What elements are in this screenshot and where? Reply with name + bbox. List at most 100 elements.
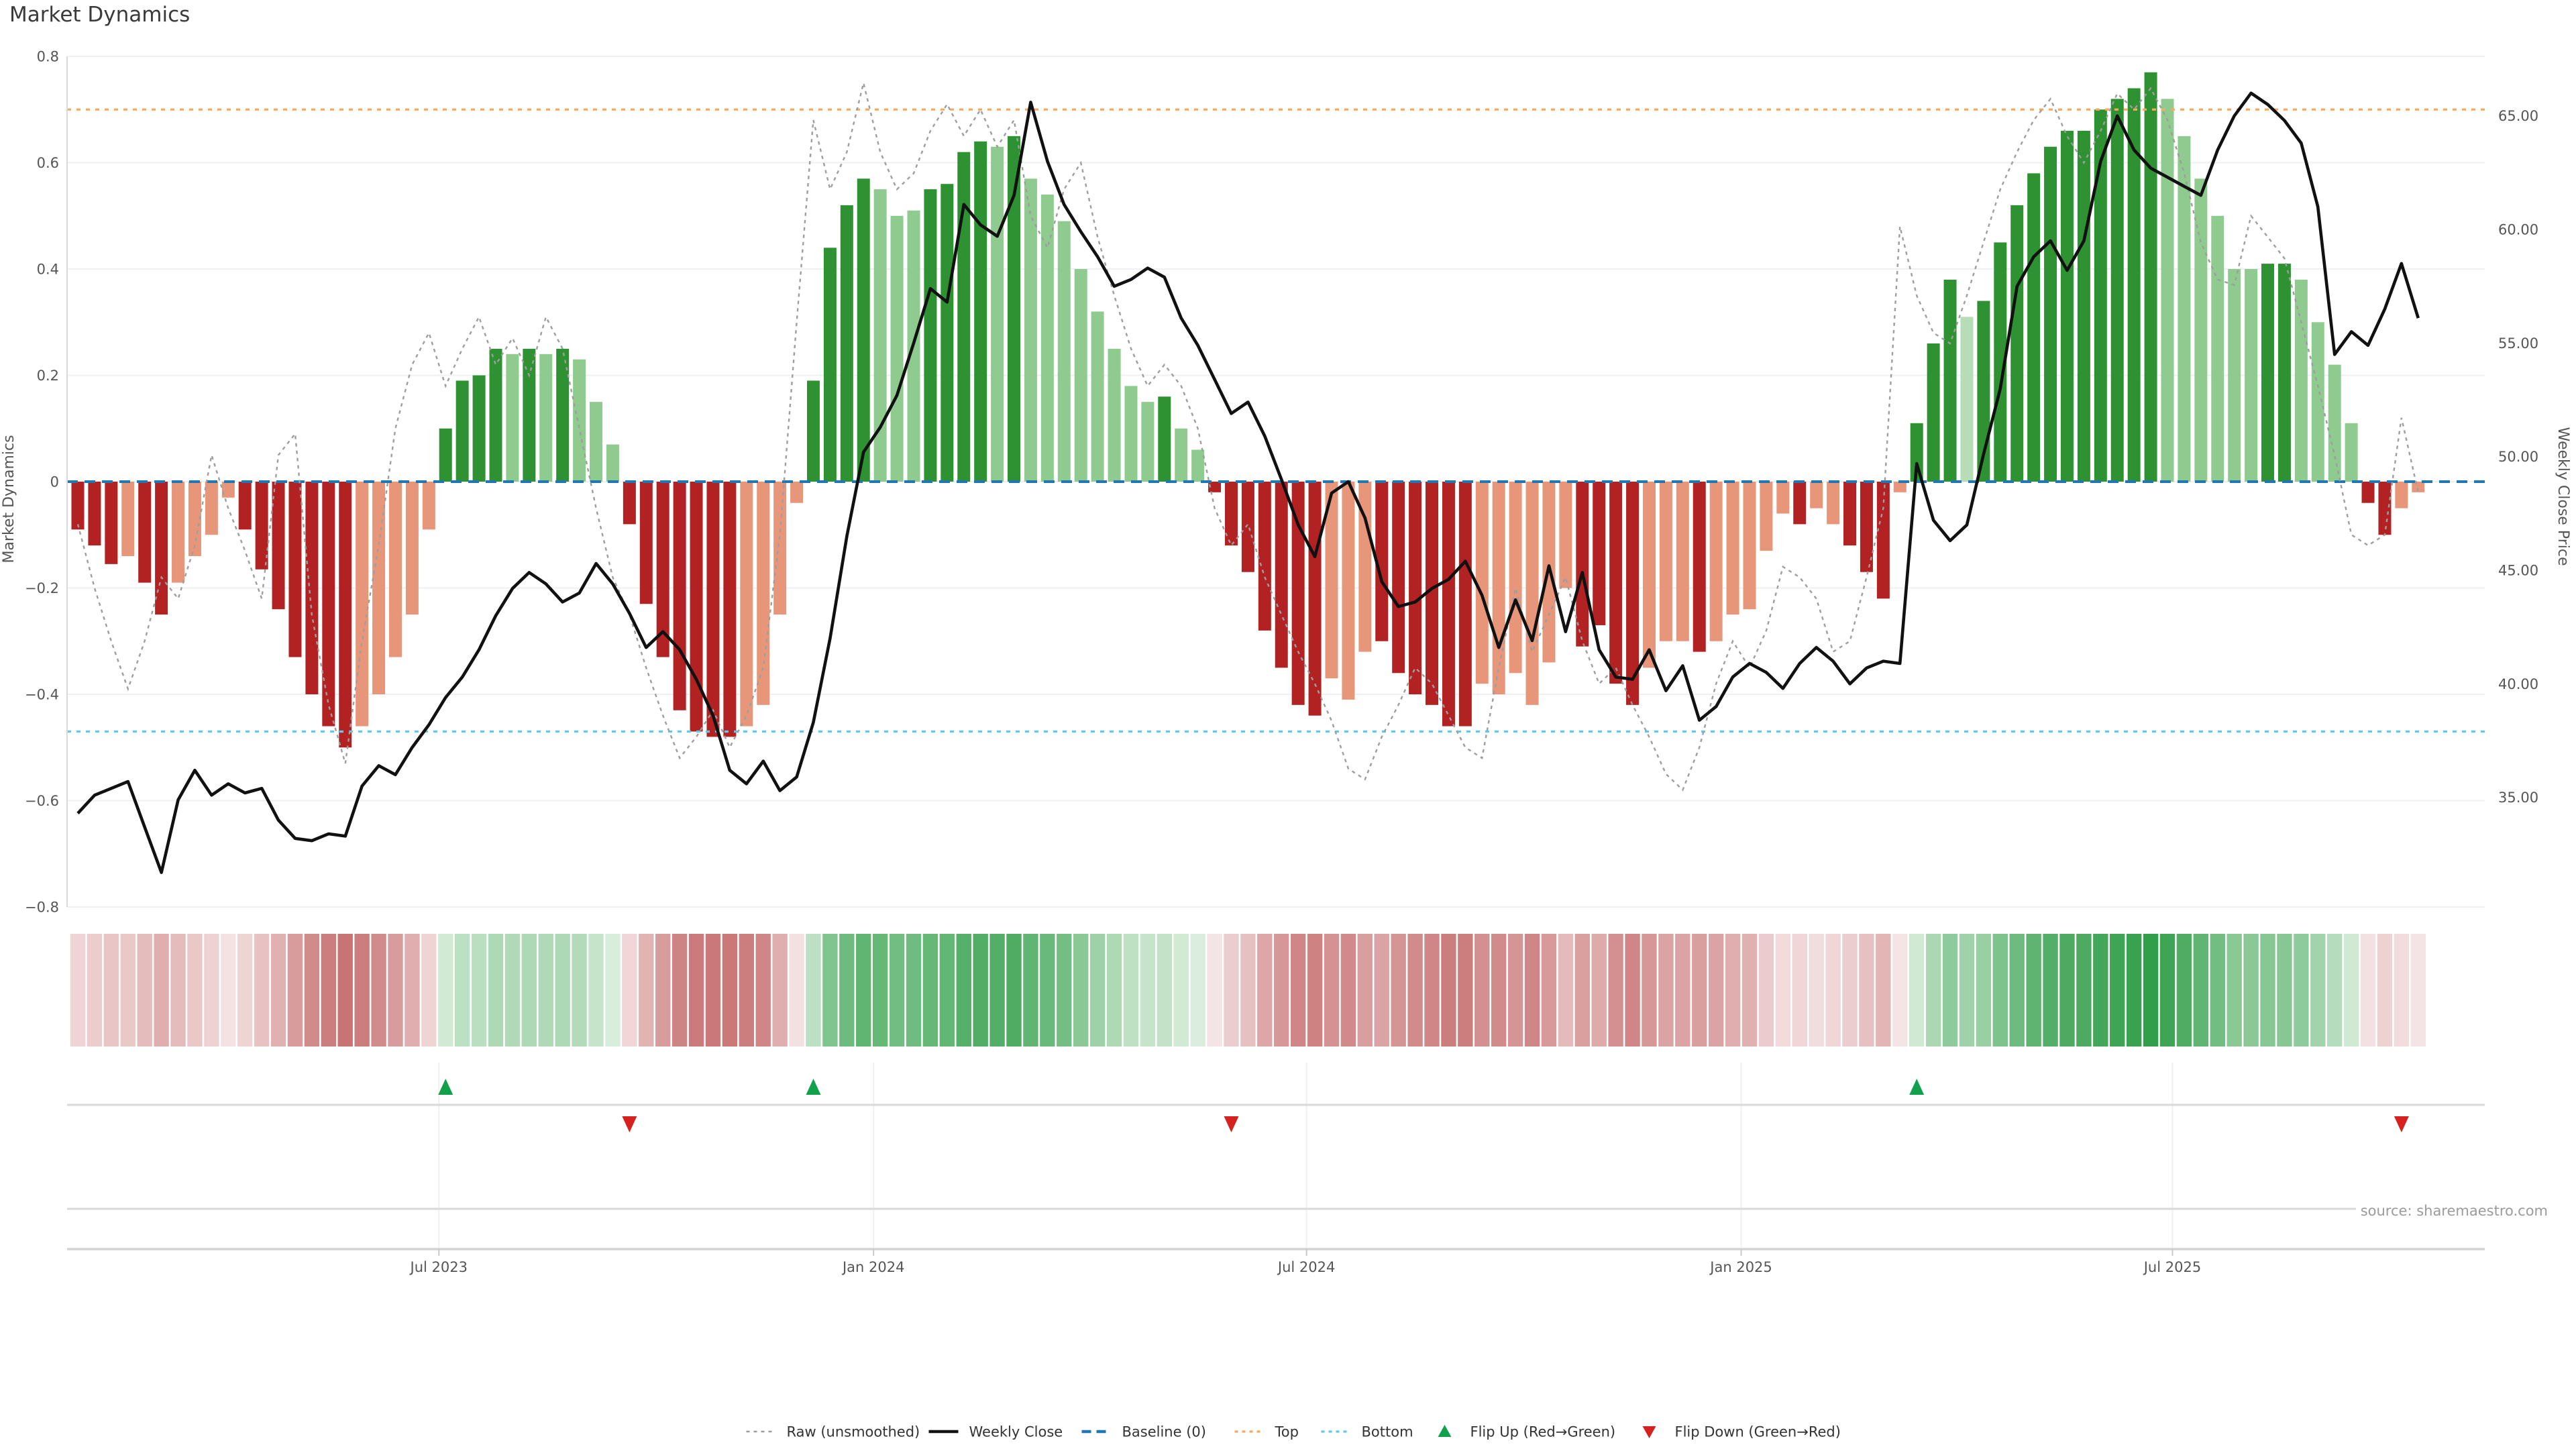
heatmap-cell	[1340, 934, 1356, 1046]
dyn-bar	[873, 189, 887, 482]
heatmap-cell	[1173, 934, 1189, 1046]
heatmap-cell	[1741, 934, 1758, 1046]
heatmap-cell	[1106, 934, 1122, 1046]
heatmap-cell	[555, 934, 570, 1046]
dyn-bar	[606, 444, 619, 482]
dyn-bar	[2311, 322, 2324, 482]
heatmap-cell	[2143, 934, 2159, 1046]
heatmap-cell	[822, 934, 838, 1046]
dyn-bar	[1392, 482, 1405, 674]
heatmap-cell	[405, 934, 420, 1046]
heatmap-cell	[1407, 934, 1423, 1046]
dyn-bar	[2211, 215, 2224, 482]
x-tick-label: Jan 2024	[841, 1259, 905, 1275]
heatmap-cell	[287, 934, 303, 1046]
dyn-bar	[823, 248, 837, 482]
legend-label: Weekly Close	[969, 1424, 1063, 1440]
left-tick-label: 0.6	[37, 155, 59, 171]
heatmap-cell	[454, 934, 470, 1046]
heatmap-cell	[421, 934, 437, 1046]
dyn-bar	[706, 482, 720, 737]
dyn-bar	[1375, 482, 1389, 641]
dyn-bar	[2294, 279, 2308, 482]
heatmap-cell	[237, 934, 253, 1046]
heatmap-cell	[1574, 934, 1590, 1046]
dyn-bar	[2277, 264, 2291, 482]
heatmap-cell	[1023, 934, 1038, 1046]
heatmap-cell	[1224, 934, 1239, 1046]
left-tick-label: −0.2	[25, 580, 59, 596]
heatmap-cell	[1089, 934, 1106, 1046]
dyn-bar	[121, 482, 135, 556]
heatmap-cell	[2126, 934, 2142, 1046]
heatmap-cell	[1274, 934, 1289, 1046]
left-tick-label: −0.8	[25, 899, 59, 915]
left-tick-label: −0.4	[25, 686, 59, 702]
dyn-bar	[556, 348, 570, 482]
dyn-bar	[2378, 482, 2392, 535]
dyn-bar	[1626, 482, 1640, 705]
dyn-bar	[656, 482, 669, 657]
dyn-bar	[1559, 482, 1572, 588]
dyn-bar	[1291, 482, 1305, 705]
dyn-bar	[1876, 482, 1890, 599]
dyn-bar	[422, 482, 435, 530]
dyn-bar	[372, 482, 386, 694]
left-tick-label: −0.6	[25, 793, 59, 809]
heatmap-cell	[2277, 934, 2292, 1046]
dyn-bar	[472, 375, 486, 482]
dyn-bar	[305, 482, 319, 694]
right-axis-ticks: 65.00 60.00 55.00 50.00 45.00 40.00 35.00	[2498, 108, 2538, 806]
heatmap-cell	[2343, 934, 2359, 1046]
x-axis: Jul 2023 Jan 2024 Jul 2024 Jan 2025 Jul 2025	[67, 1248, 2485, 1275]
heatmap-cell	[872, 934, 888, 1046]
legend-label: Raw (unsmoothed)	[787, 1424, 920, 1440]
heatmap-cell	[1324, 934, 1340, 1046]
flip-down-marker	[1224, 1116, 1239, 1132]
heatmap-cell	[1775, 934, 1791, 1046]
heatmap-cell	[1992, 934, 2008, 1046]
dyn-bar	[1960, 317, 1974, 482]
heatmap-cell	[1524, 934, 1540, 1046]
heatmap-cell	[2210, 934, 2225, 1046]
heatmap-cell	[2310, 934, 2326, 1046]
heatmap-cell	[254, 934, 270, 1046]
dyn-bar	[1158, 396, 1171, 482]
dyn-bar	[2328, 364, 2341, 482]
dyn-bar	[1241, 482, 1254, 572]
dyn-bar	[1458, 482, 1472, 727]
heatmap-cell	[1541, 934, 1557, 1046]
dyn-bar	[455, 380, 469, 482]
reference-lines	[67, 108, 2485, 733]
heatmap-cell	[2159, 934, 2176, 1046]
heatmap-cell	[705, 934, 721, 1046]
legend-label: Bottom	[1362, 1424, 1413, 1440]
dyn-bar	[1409, 482, 1422, 694]
dyn-bar	[322, 482, 335, 727]
heatmap-cell	[672, 934, 688, 1046]
heatmap-cell	[772, 934, 788, 1046]
dyn-bar	[2178, 136, 2191, 482]
dyn-bar	[1760, 482, 1773, 551]
heatmap-cell	[755, 934, 771, 1046]
heatmap-cell	[906, 934, 922, 1046]
dyn-bar	[1492, 482, 1505, 694]
heatmap-cell	[2294, 934, 2309, 1046]
heatmap-cell	[504, 934, 521, 1046]
heatmap-cell	[1976, 934, 1992, 1046]
heatmap-cell	[1558, 934, 1574, 1046]
dyn-bar	[1342, 482, 1355, 700]
heatmap-cell	[1859, 934, 1874, 1046]
heatmap-cell	[1441, 934, 1456, 1046]
heatmap-cell	[1073, 934, 1089, 1046]
dyn-bar	[957, 152, 971, 482]
dyn-bar	[1827, 482, 1840, 525]
dyn-bar	[2228, 269, 2241, 482]
dyn-bar	[1057, 221, 1071, 482]
heatmap-cell	[1474, 934, 1490, 1046]
heatmap-cell	[103, 934, 119, 1046]
dyn-bar	[2060, 130, 2074, 482]
dyn-bar	[1893, 482, 1907, 492]
heatmap-cell	[521, 934, 537, 1046]
